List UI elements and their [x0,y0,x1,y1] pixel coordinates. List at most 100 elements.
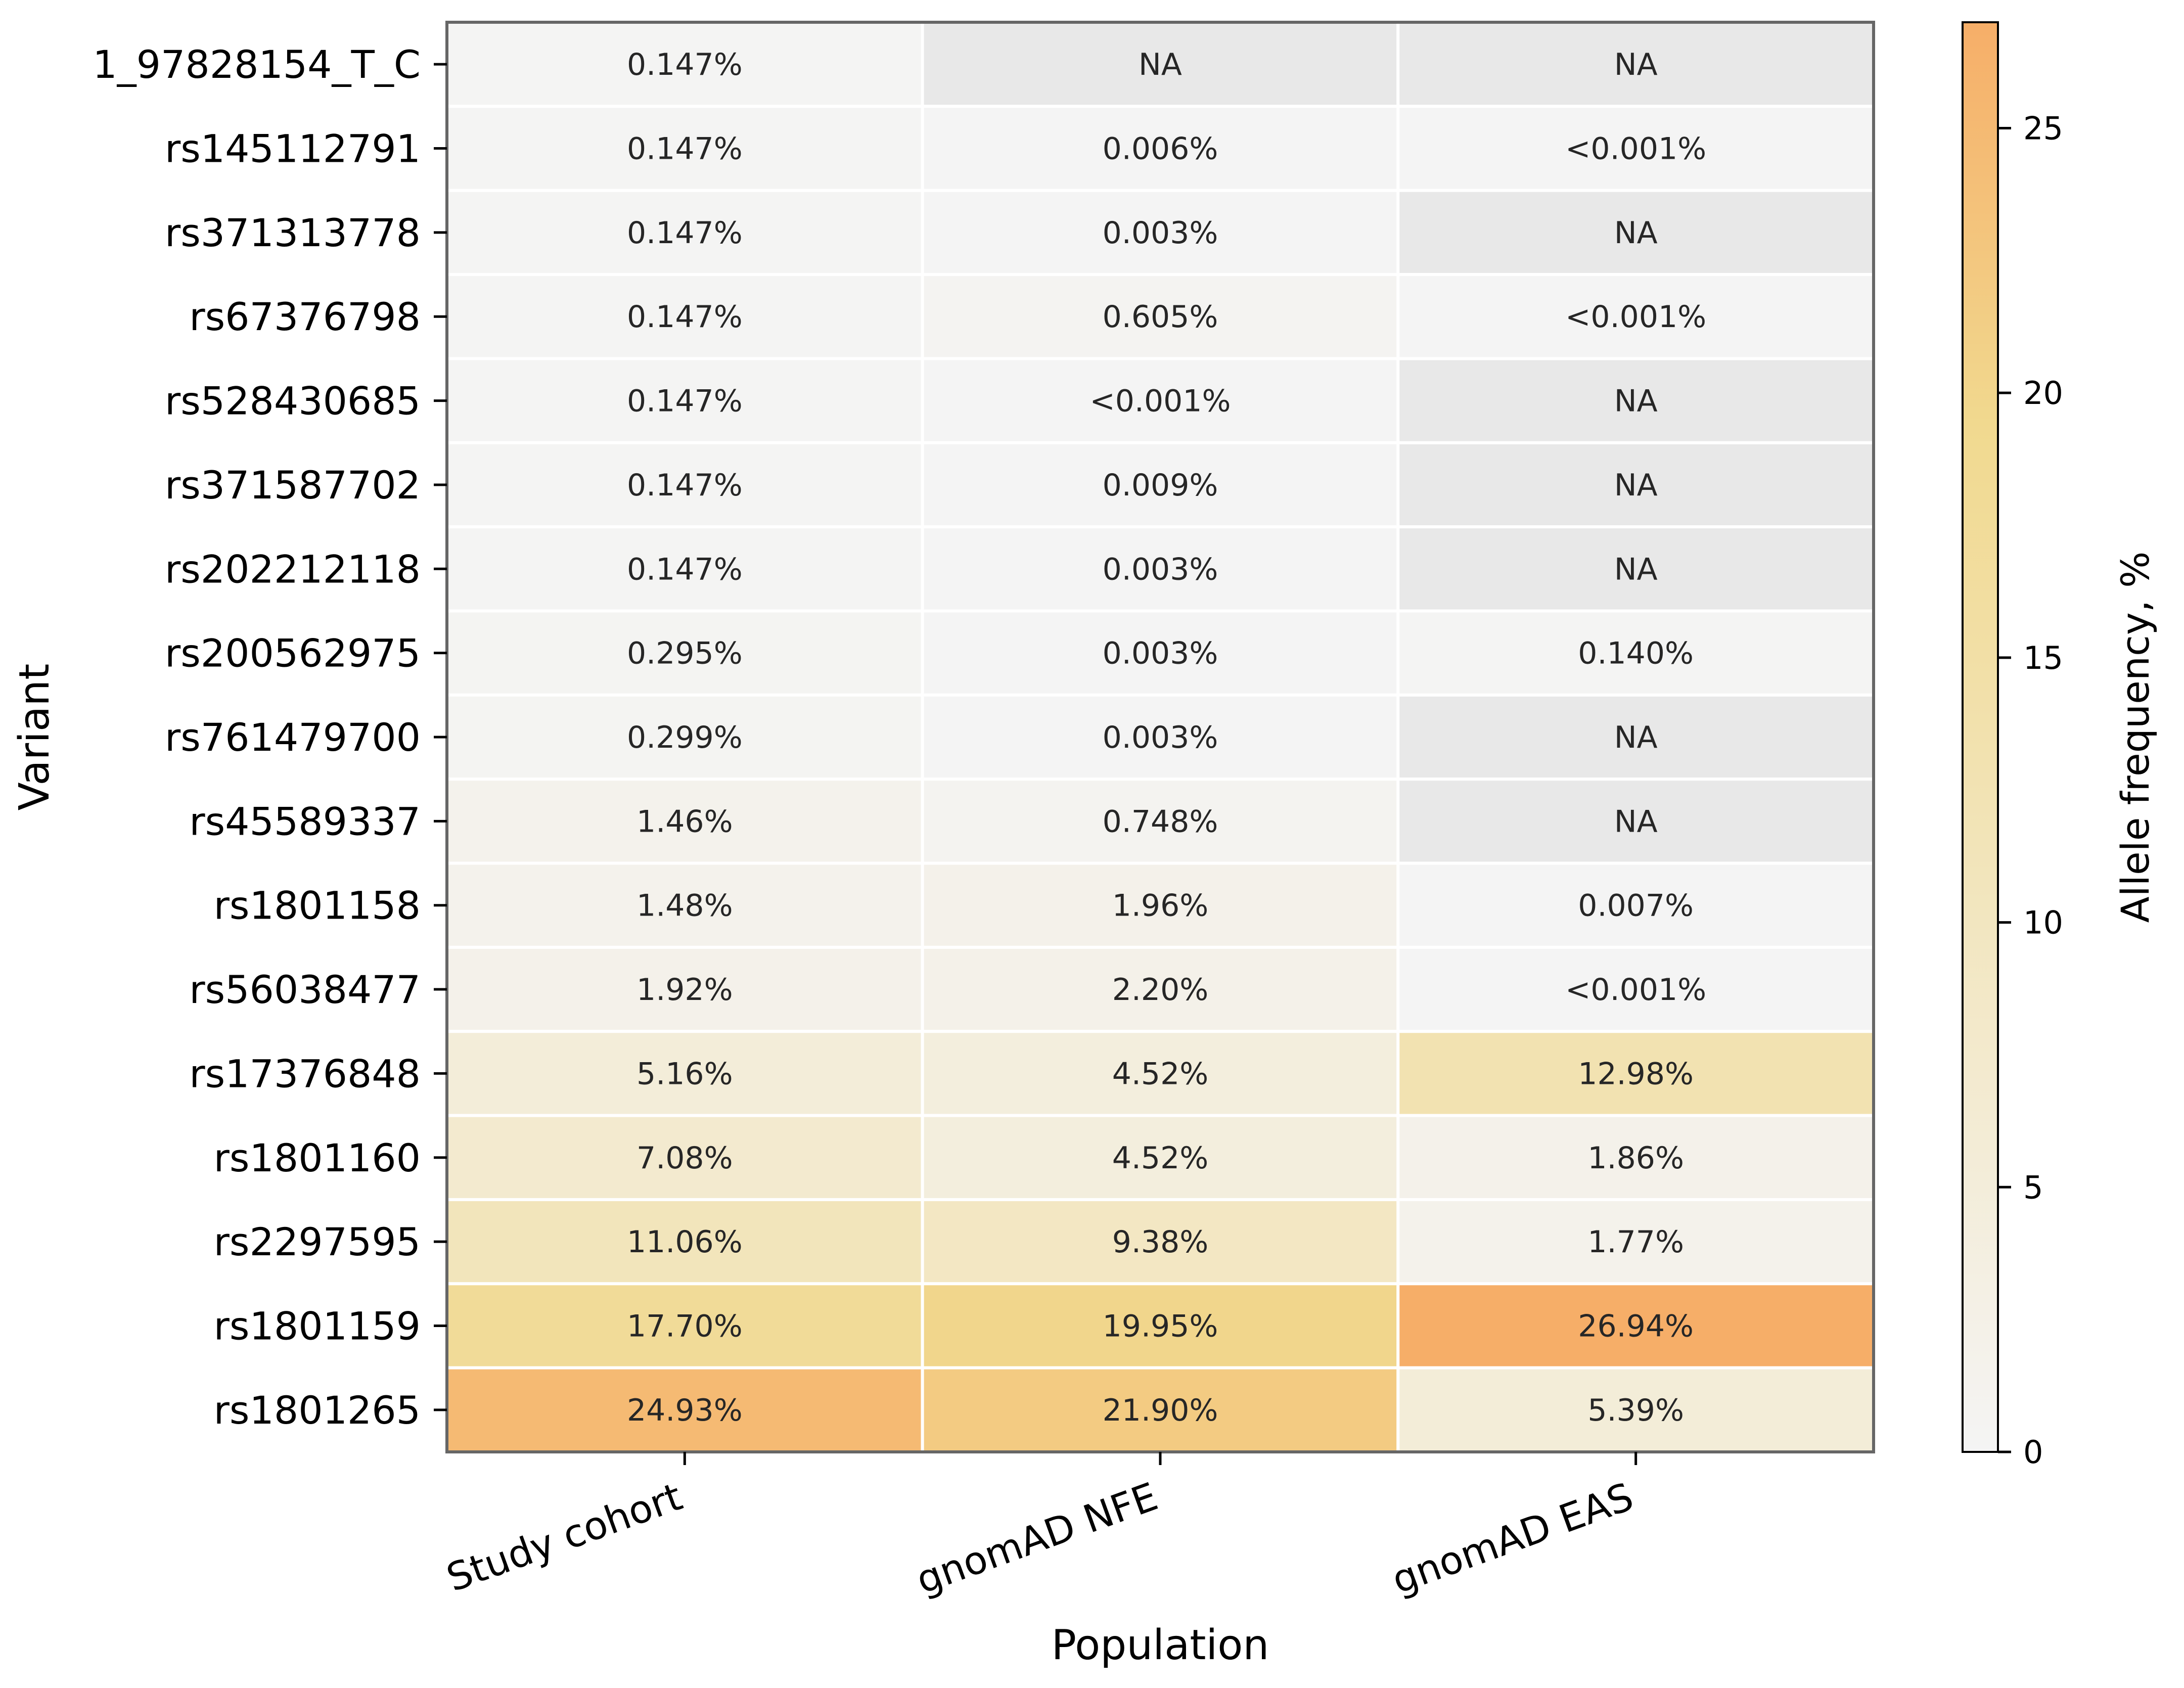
y-tick-label: rs56038477 [189,967,421,1012]
heatmap-cell [445,1282,924,1370]
y-tick-label: rs145112791 [165,126,421,171]
heatmap-cell [921,21,1400,108]
heatmap-cell [921,1282,1400,1370]
cell-value-label: <0.001% [1565,972,1706,1008]
y-tick-label: rs371587702 [165,463,421,508]
cell-value-label: 0.147% [627,47,743,82]
heatmap-cell [445,1198,924,1286]
cell-value-label: NA [1139,47,1182,82]
cell-value-label: 1.48% [636,888,733,924]
cell-value-label: 0.605% [1103,299,1218,335]
cell-value-label: 1.46% [636,804,733,839]
heatmap-cell [1396,1114,1875,1201]
cell-value-label: 0.147% [627,552,743,587]
cell-value-label: 0.003% [1103,636,1218,671]
heatmap-cell [1396,273,1875,360]
heatmap-cell [445,21,924,108]
colorbar-ticks: 0 5 10 15 20 25 [1998,110,2063,1471]
colorbar-tick-label: 5 [2023,1169,2043,1206]
cell-value-label: NA [1614,215,1658,251]
cell-value-label: 19.95% [1103,1308,1218,1344]
heatmap-cell [921,609,1400,697]
heatmap-cell [445,1366,924,1453]
cell-value-label: 5.16% [636,1056,733,1091]
y-tick-label: rs1801160 [214,1135,421,1180]
heatmap-cell [921,778,1400,865]
cell-value-label: 0.003% [1103,720,1218,755]
cell-value-label: 0.295% [627,636,743,671]
cell-value-label: 0.009% [1103,468,1218,503]
cell-value-label: 17.70% [627,1308,743,1344]
cell-value-label: 7.08% [636,1140,733,1176]
y-tick-label: rs200562975 [165,631,421,676]
cell-value-label: 2.20% [1112,972,1209,1008]
heatmap-cell [1396,105,1875,192]
cell-value-label: 1.86% [1587,1140,1684,1176]
y-tick-label: rs17376848 [189,1051,421,1096]
colorbar-tick-label: 20 [2023,375,2063,412]
cell-value-label: 9.38% [1112,1224,1209,1260]
y-tick-label: rs761479700 [165,715,421,760]
cell-value-label: <0.001% [1565,299,1706,335]
heatmap-cell [1396,1198,1875,1286]
cell-value-label: 21.90% [1103,1393,1218,1428]
y-tick-label: rs45589337 [189,799,421,844]
heatmap-cell [921,189,1400,277]
y-tick-label: rs67376798 [189,294,421,339]
heatmap-cell [1396,1282,1875,1370]
y-axis: 1_97828154_T_C rs145112791 rs371313778 rs67… [93,42,447,1433]
colorbar-tick-label: 0 [2023,1434,2043,1471]
x-axis: Study cohort gnomAD NFE gnomAD EAS [441,1452,1639,1603]
heatmap-cell [921,1366,1400,1453]
cell-value-label: NA [1614,552,1658,587]
y-tick-label: rs2297595 [214,1219,421,1264]
y-axis-title: Variant [11,664,59,811]
cell-value-label: NA [1614,384,1658,419]
cell-value-label: 0.147% [627,468,743,503]
cell-value-label: 11.06% [627,1224,743,1260]
cell-value-label: 1.96% [1112,888,1209,924]
colorbar-title: Allele frequency, % [2113,552,2158,923]
cell-value-label: 26.94% [1578,1308,1694,1344]
cell-value-label: 1.77% [1587,1224,1684,1260]
cell-value-label: NA [1614,47,1658,82]
heatmap-cell [1396,945,1875,1033]
heatmap-cell [445,861,924,949]
cell-value-label: <0.001% [1089,384,1231,419]
cell-value-label: NA [1614,720,1658,755]
colorbar-tick-label: 10 [2023,904,2063,941]
cell-value-label: 0.003% [1103,215,1218,251]
heatmap-cell [445,1030,924,1117]
cell-value-label: 0.299% [627,720,743,755]
cell-value-label: 12.98% [1578,1056,1694,1091]
y-tick-label: rs1801159 [214,1303,421,1348]
cell-value-label: 0.147% [627,215,743,251]
x-tick-label: gnomAD EAS [1386,1474,1639,1603]
cell-value-label: NA [1614,468,1658,503]
cell-value-label: 1.92% [636,972,733,1008]
heatmap-cell [445,1114,924,1201]
heatmap-cell [445,778,924,865]
heatmap-cell [1396,441,1875,529]
x-tick-label: gnomAD NFE [911,1474,1163,1603]
cell-value-label: 0.147% [627,131,743,167]
colorbar-tick-label: 25 [2023,110,2063,147]
colorbar-tick-label: 15 [2023,640,2063,676]
x-tick-label: Study cohort [441,1474,688,1600]
cell-value-label: 0.007% [1578,888,1694,924]
heatmap-cell [921,441,1400,529]
cell-value-label: 4.52% [1112,1140,1209,1176]
colorbar [1962,21,1999,1453]
cell-value-label: 0.147% [627,299,743,335]
cell-value-label: 5.39% [1587,1393,1684,1428]
cell-value-label: 24.93% [627,1393,743,1428]
x-axis-title: Population [1052,1621,1269,1669]
heatmap-cell [445,525,924,613]
heatmap-cell [1396,1030,1875,1117]
cell-value-label: 0.748% [1103,804,1218,839]
y-tick-label: rs1801265 [214,1388,421,1433]
heatmap-cell [1396,1366,1875,1453]
heatmap-cell [1396,525,1875,613]
